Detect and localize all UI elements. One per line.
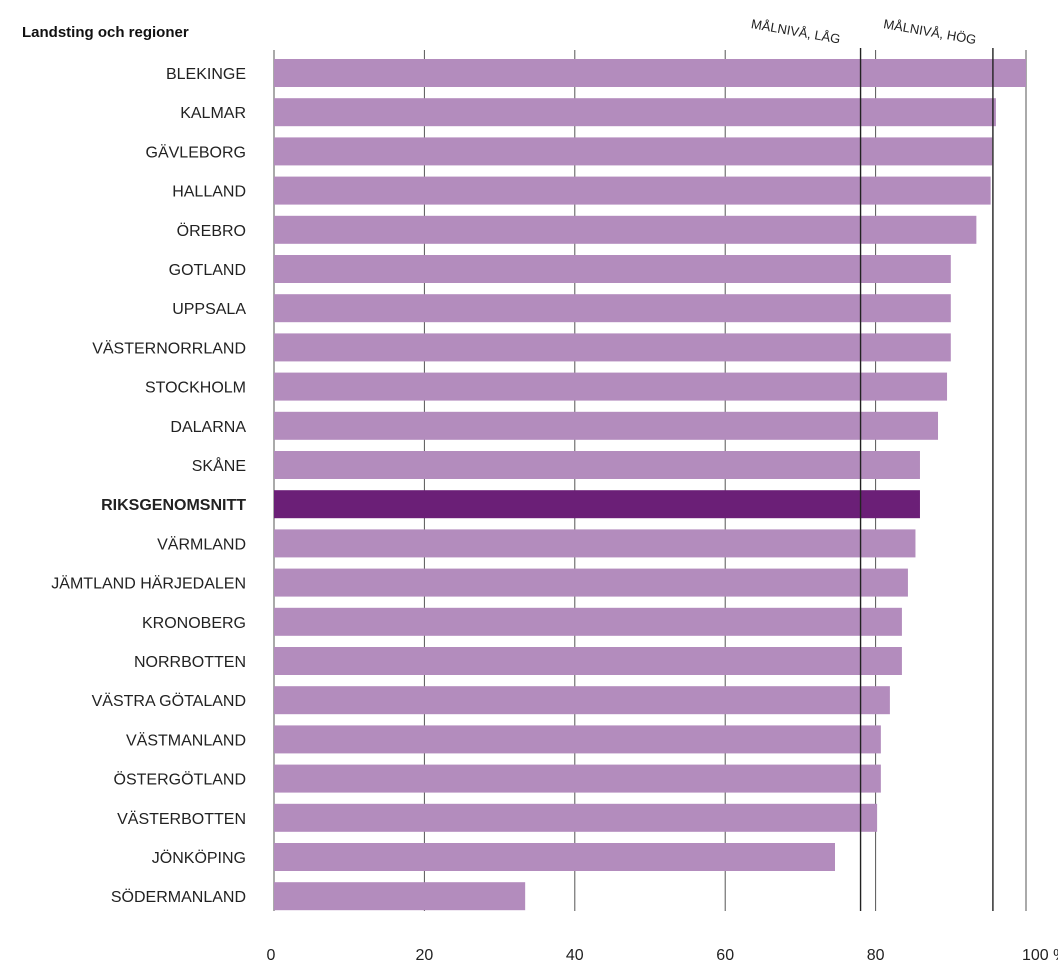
category-label: JÖNKÖPING: [152, 849, 246, 867]
x-tick-label: 100 %: [1022, 947, 1058, 964]
bar: [274, 451, 920, 479]
bar: [274, 411, 939, 440]
x-tick-label: 20: [416, 947, 434, 964]
bar: [274, 176, 991, 205]
bar: [274, 725, 881, 754]
bar: [274, 98, 996, 127]
category-label: VÄSTMANLAND: [126, 731, 246, 749]
bar: [274, 686, 890, 715]
category-label: DALARNA: [170, 419, 246, 436]
category-label: UPPSALA: [172, 301, 246, 318]
category-label: ÖREBRO: [177, 222, 246, 240]
bar: [274, 529, 916, 558]
category-label: HALLAND: [172, 184, 246, 201]
category-label: SKÅNE: [192, 456, 246, 475]
bar: [274, 333, 951, 362]
bar: [274, 803, 878, 832]
bar: [274, 568, 908, 597]
category-label: NORRBOTTEN: [134, 654, 246, 671]
bars: [274, 59, 1026, 911]
category-label: VÄRMLAND: [157, 535, 246, 553]
category-label: STOCKHOLM: [145, 380, 246, 397]
category-label: RIKSGENOMSNITT: [101, 497, 246, 514]
category-label: KALMAR: [180, 105, 246, 122]
category-label: VÄSTERBOTTEN: [117, 810, 246, 828]
bar: [274, 882, 526, 911]
category-label: JÄMTLAND HÄRJEDALEN: [51, 575, 246, 593]
category-label: BLEKINGE: [166, 66, 246, 83]
reference-line-label: MÅLNIVÅ, HÖG: [882, 16, 977, 47]
x-tick-label: 40: [566, 947, 584, 964]
category-label: GÄVLEBORG: [146, 143, 246, 161]
bar: [274, 607, 902, 636]
bar: [274, 490, 920, 519]
x-tick-label: 60: [716, 947, 734, 964]
bar: [274, 59, 1026, 87]
category-label: VÄSTERNORRLAND: [92, 339, 246, 357]
bar: [274, 372, 948, 401]
x-axis-ticks: 0 20 40 60 80 100 %: [267, 947, 1058, 964]
bar: [274, 647, 902, 675]
category-label: GOTLAND: [169, 262, 246, 279]
x-tick-label: 80: [867, 947, 885, 964]
reference-line-label: MÅLNIVÅ, LÅG: [750, 16, 842, 46]
category-label: KRONOBERG: [142, 615, 246, 632]
bar: [274, 137, 993, 166]
x-tick-label: 0: [267, 947, 276, 964]
bar: [274, 843, 835, 871]
bar: [274, 294, 951, 323]
chart-header: Landsting och regioner: [22, 24, 189, 41]
bar: [274, 215, 977, 244]
bar: [274, 255, 951, 283]
category-label: ÖSTERGÖTLAND: [114, 771, 246, 789]
bar: [274, 764, 881, 793]
category-labels: BLEKINGE KALMAR GÄVLEBORG HALLAND ÖREBRO GOTL…: [51, 66, 246, 906]
category-label: SÖDERMANLAND: [111, 888, 246, 906]
category-label: VÄSTRA GÖTALAND: [92, 692, 246, 710]
